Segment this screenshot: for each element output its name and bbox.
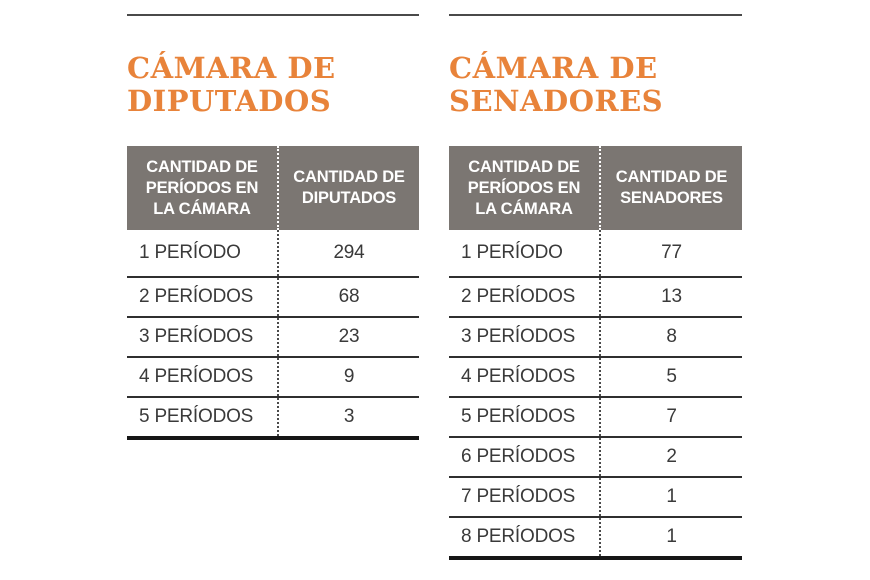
- table-row: 2 PERÍODOS 68: [127, 278, 419, 318]
- table-body: 1 PERÍODO 294 2 PERÍODOS 68 3 PERÍODOS 2…: [127, 230, 419, 440]
- header-col-periods: CANTIDAD DE PERÍODOS EN LA CÁMARA: [145, 157, 259, 218]
- panel-title-diputados: CÁMARA DE DIPUTADOS: [127, 51, 336, 118]
- periods-cell: 2 PERÍODOS: [461, 286, 576, 307]
- panel-title-senadores: CÁMARA DE SENADORES: [449, 51, 664, 118]
- table-row: 4 PERÍODOS 5: [449, 358, 742, 398]
- count-cell: 77: [599, 230, 742, 276]
- periods-cell: 8 PERÍODOS: [461, 526, 576, 547]
- count-cell: 1: [599, 518, 742, 556]
- table-row: 1 PERÍODO 294: [127, 230, 419, 278]
- periods-cell: 5 PERÍODOS: [461, 406, 576, 427]
- periods-cell: 6 PERÍODOS: [461, 446, 576, 467]
- table-row: 1 PERÍODO 77: [449, 230, 742, 278]
- count-cell: 1: [599, 478, 742, 516]
- count-cell: 294: [277, 230, 419, 276]
- table-header: CANTIDAD DE PERÍODOS EN LA CÁMARA CANTID…: [449, 146, 742, 230]
- count-cell: 7: [599, 398, 742, 436]
- table-header: CANTIDAD DE PERÍODOS EN LA CÁMARA CANTID…: [127, 146, 419, 230]
- count-cell: 3: [277, 398, 419, 436]
- periods-cell: 5 PERÍODOS: [139, 406, 254, 427]
- diputados-table: CANTIDAD DE PERÍODOS EN LA CÁMARA CANTID…: [127, 146, 419, 440]
- periods-cell: 3 PERÍODOS: [461, 326, 576, 347]
- table-row: 5 PERÍODOS 7: [449, 398, 742, 438]
- table-row: 5 PERÍODOS 3: [127, 398, 419, 440]
- table-row: 8 PERÍODOS 1: [449, 518, 742, 560]
- header-col-count: CANTIDAD DE SENADORES: [599, 146, 742, 230]
- divider-rule: [449, 14, 742, 16]
- table-body: 1 PERÍODO 77 2 PERÍODOS 13 3 PERÍODOS 8 …: [449, 230, 742, 560]
- periods-cell: 4 PERÍODOS: [461, 366, 576, 387]
- periods-cell: 1 PERÍODO: [139, 242, 241, 263]
- senadores-panel: CÁMARA DE SENADORES CANTIDAD DE PERÍODOS…: [449, 14, 742, 560]
- senadores-table: CANTIDAD DE PERÍODOS EN LA CÁMARA CANTID…: [449, 146, 742, 560]
- table-row: 3 PERÍODOS 8: [449, 318, 742, 358]
- periods-cell: 7 PERÍODOS: [461, 486, 576, 507]
- periods-cell: 2 PERÍODOS: [139, 286, 254, 307]
- count-cell: 23: [277, 318, 419, 356]
- periods-cell: 4 PERÍODOS: [139, 366, 254, 387]
- periods-cell: 1 PERÍODO: [461, 242, 563, 263]
- divider-rule: [127, 14, 419, 16]
- count-cell: 68: [277, 278, 419, 316]
- count-cell: 5: [599, 358, 742, 396]
- table-row: 6 PERÍODOS 2: [449, 438, 742, 478]
- count-cell: 13: [599, 278, 742, 316]
- table-row: 2 PERÍODOS 13: [449, 278, 742, 318]
- table-row: 4 PERÍODOS 9: [127, 358, 419, 398]
- diputados-panel: CÁMARA DE DIPUTADOS CANTIDAD DE PERÍODOS…: [127, 14, 419, 440]
- count-cell: 2: [599, 438, 742, 476]
- count-cell: 8: [599, 318, 742, 356]
- table-row: 3 PERÍODOS 23: [127, 318, 419, 358]
- header-col-count: CANTIDAD DE DIPUTADOS: [277, 146, 419, 230]
- table-row: 7 PERÍODOS 1: [449, 478, 742, 518]
- header-col-periods: CANTIDAD DE PERÍODOS EN LA CÁMARA: [467, 157, 581, 218]
- count-cell: 9: [277, 358, 419, 396]
- periods-cell: 3 PERÍODOS: [139, 326, 254, 347]
